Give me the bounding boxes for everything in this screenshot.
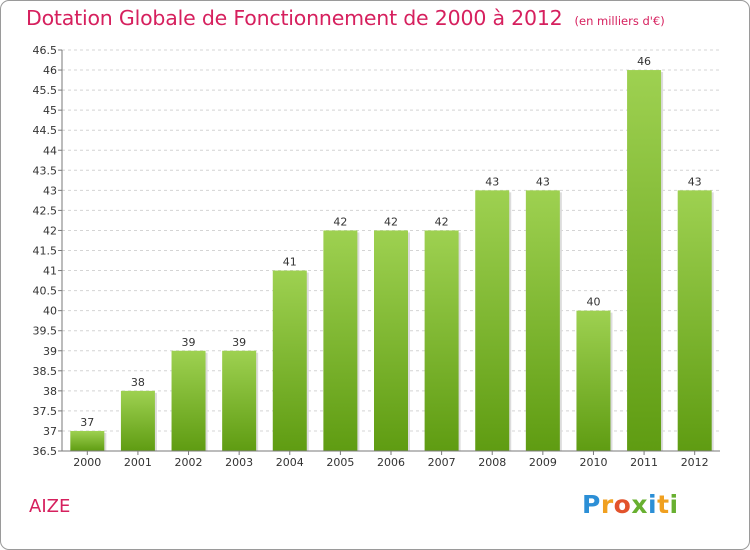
y-tick-label: 41 [43,265,57,278]
x-tick-label: 2008 [478,456,506,469]
x-tick-label: 2004 [276,456,304,469]
title-text: Dotation Globale de Fonctionnement de 20… [26,6,563,30]
y-tick-label: 44.5 [33,124,58,137]
x-tick-label: 2003 [225,456,253,469]
logo-letter: P [582,490,601,519]
y-tick-label: 39 [43,345,57,358]
logo-letter: i [669,490,679,519]
bars [70,70,714,452]
y-tick-label: 46.5 [33,44,58,57]
y-tick-label: 37 [43,425,57,438]
bar-value-label: 37 [80,416,94,429]
bar [70,430,105,451]
y-tick-label: 43 [43,184,57,197]
y-tick-label: 38.5 [33,365,58,378]
x-tick-label: 2011 [630,456,658,469]
y-tick-label: 41.5 [33,245,58,258]
x-tick-label: 2002 [175,456,203,469]
y-tick-label: 42.5 [33,204,58,217]
logo-letter: o [613,490,632,519]
bar [222,350,257,451]
logo-letter: r [600,490,614,519]
bar-value-label: 39 [232,336,246,349]
bar-value-label: 43 [688,175,702,188]
title-unit: (en milliers d'€) [574,14,665,28]
y-tick-label: 45.5 [33,84,58,97]
axes: 36.5 37 37.5 38 38.5 39 39.5 40 40.5 41 41.5 42 42.5… [33,44,720,469]
bar [424,230,459,451]
bar-value-label: 42 [435,215,449,228]
bar-value-label: 39 [182,336,196,349]
chart-title: Dotation Globale de Fonctionnement de 20… [26,6,665,30]
bar [475,190,510,451]
bar-value-label: 43 [536,175,550,188]
bar [120,390,155,451]
x-tick-label: 2006 [377,456,405,469]
y-tick-label: 45 [43,104,57,117]
y-tick-label: 44 [43,144,57,157]
x-tick-label: 2009 [529,456,557,469]
bar-value-label: 38 [131,376,145,389]
bar [627,70,662,452]
y-tick-label: 43.5 [33,164,58,177]
data-labels: 37 38 39 39 41 42 42 42 43 43 40 46 43 [80,55,701,429]
y-tick-label: 40.5 [33,285,58,298]
y-tick-label: 39.5 [33,325,58,338]
bar-value-label: 41 [283,256,297,269]
y-tick-label: 42 [43,224,57,237]
bar [171,350,206,451]
y-tick-label: 38 [43,385,57,398]
logo-letter: i [648,490,658,519]
proxiti-logo[interactable]: Proxiti [582,490,679,519]
bar [374,230,408,451]
bar-value-label: 40 [586,296,600,309]
logo-letter: t [657,490,670,519]
bar-value-label: 43 [485,175,499,188]
x-tick-label: 2000 [73,456,101,469]
y-tick-label: 46 [43,64,57,77]
bar [576,310,611,451]
bar [525,190,560,451]
bar-value-label: 42 [384,215,398,228]
x-tick-label: 2005 [326,456,354,469]
bar-value-label: 42 [333,215,347,228]
commune-name: AIZE [29,496,71,517]
y-tick-label: 37.5 [33,405,58,418]
bar [323,230,358,451]
x-tick-label: 2007 [428,456,456,469]
x-tick-label: 2012 [681,456,709,469]
y-tick-label: 40 [43,305,57,318]
x-tick-label: 2001 [124,456,152,469]
y-tick-label: 36.5 [33,445,58,458]
x-tick-label: 2010 [579,456,607,469]
logo-letter: x [631,490,648,519]
bar [272,270,307,451]
bar-value-label: 46 [637,55,651,68]
bar [677,190,712,451]
